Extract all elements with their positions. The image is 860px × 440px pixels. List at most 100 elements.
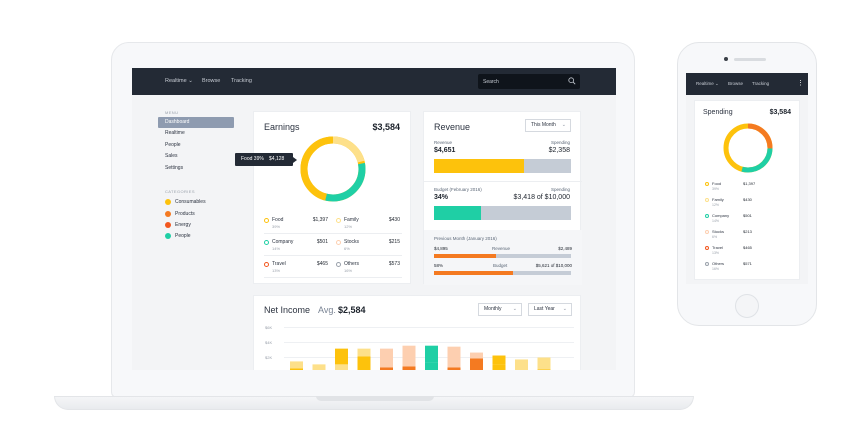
tooltip-label: Food 39% xyxy=(241,156,264,162)
avg-label: Avg. xyxy=(318,305,336,315)
bar-top-7[interactable] xyxy=(447,346,461,368)
bar-top-2[interactable] xyxy=(335,348,348,365)
legend-item[interactable]: Others 16% xyxy=(336,261,360,273)
bar-base-3[interactable] xyxy=(357,356,371,371)
legend-name: Travel xyxy=(712,245,723,250)
legend-name: Travel xyxy=(272,261,286,267)
bar-top-4[interactable] xyxy=(380,348,393,368)
bar-base-6[interactable] xyxy=(425,362,438,370)
legend-item[interactable]: Family 12% xyxy=(336,217,359,229)
chevron-down-icon: ⌄ xyxy=(561,122,566,128)
monthly-select[interactable]: Monthly ⌄ xyxy=(478,303,522,316)
prev-rev-value: $2,489 xyxy=(558,246,572,251)
nav-realtime[interactable]: Realtime ⌄ xyxy=(165,78,193,84)
budget-bar-fill xyxy=(434,206,481,220)
nav-browse[interactable]: Browse xyxy=(202,78,221,84)
legend-name: Family xyxy=(712,197,724,202)
bar-top-9[interactable] xyxy=(492,355,506,365)
bar-base-8[interactable] xyxy=(470,358,483,370)
bar-top-10[interactable] xyxy=(515,359,528,370)
legend-pct: 39% xyxy=(712,187,720,191)
legend-dot-icon xyxy=(264,262,269,267)
legend-dot-icon xyxy=(264,240,269,245)
legend-pct: 6% xyxy=(712,235,718,239)
prev-bud-value: $5,621 of $10,000 xyxy=(535,263,572,268)
bar-top-11[interactable] xyxy=(537,357,551,370)
category-people[interactable]: People xyxy=(165,232,191,240)
legend-item[interactable]: Company 14% xyxy=(264,239,293,251)
pie-icon xyxy=(165,233,171,239)
bar-base-2[interactable] xyxy=(335,364,348,370)
legend-dot-icon xyxy=(705,230,709,234)
grid-line xyxy=(284,327,574,328)
sidebar-item-settings[interactable]: Settings xyxy=(165,165,184,171)
legend-item[interactable]: Food 39% xyxy=(264,217,283,229)
legend-item[interactable]: Travel 13% xyxy=(264,261,286,273)
laptop-notch xyxy=(316,396,434,401)
more-vertical-icon[interactable]: ⋮ xyxy=(797,80,804,87)
phone-nav-tracking[interactable]: Tracking xyxy=(752,81,770,86)
phone-legend-item[interactable]: Others 16% xyxy=(705,261,724,271)
phone-nav-realtime[interactable]: Realtime ⌄ xyxy=(696,81,719,86)
sidebar-item-people[interactable]: People xyxy=(165,142,181,148)
bar-base-7[interactable] xyxy=(447,367,461,370)
pie-icon xyxy=(165,211,171,217)
phone-nav-browse[interactable]: Browse xyxy=(728,81,744,86)
bar-base-4[interactable] xyxy=(380,367,393,370)
legend-amount: $501 xyxy=(743,213,752,218)
spending-total: $3,584 xyxy=(769,109,791,116)
sidebar-item-dashboard[interactable]: Dashboard xyxy=(158,117,234,128)
grid-line xyxy=(284,342,574,343)
divider xyxy=(424,181,582,182)
legend-pct: 13% xyxy=(272,268,281,273)
legend-item[interactable]: Stocks 6% xyxy=(336,239,359,251)
bar-top-8[interactable] xyxy=(470,352,483,359)
nav-tracking[interactable]: Tracking xyxy=(231,78,252,84)
bar-top-0[interactable] xyxy=(290,361,303,369)
bar-base-9[interactable] xyxy=(492,364,506,370)
home-button[interactable] xyxy=(735,294,759,318)
bar-base-11[interactable] xyxy=(537,369,551,370)
bar-top-5[interactable] xyxy=(402,345,416,367)
legend-dot-icon xyxy=(336,262,341,267)
sidebar-item-realtime[interactable]: Realtime xyxy=(165,130,185,136)
phone-legend-item[interactable]: Food 39% xyxy=(705,181,721,191)
net-income-title: Net Income xyxy=(264,305,311,315)
search-input[interactable]: Search xyxy=(478,74,580,89)
budget-right-value: $3,418 of $10,000 xyxy=(513,194,570,201)
legend-pct: 6% xyxy=(344,246,350,251)
legend-name: Others xyxy=(344,261,360,267)
divider xyxy=(264,233,402,234)
y-tick: $2K xyxy=(265,355,273,360)
phone-legend-item[interactable]: Family 12% xyxy=(705,197,724,207)
legend-name: Stocks xyxy=(712,229,725,234)
bar-top-6[interactable] xyxy=(425,345,438,363)
earnings-donut[interactable] xyxy=(298,134,368,204)
top-nav: Realtime ⌄ Browse Tracking Search xyxy=(132,68,616,95)
sidebar-item-sales[interactable]: Sales xyxy=(165,153,178,159)
legend-pct: 13% xyxy=(712,251,720,255)
phone-legend-item[interactable]: Travel 13% xyxy=(705,245,723,255)
category-consumables[interactable]: Consumables xyxy=(165,198,206,206)
category-energy[interactable]: Energy xyxy=(165,221,191,229)
prev-bud-pct: 58% xyxy=(434,263,444,268)
bar-base-1[interactable] xyxy=(312,364,326,370)
year-select[interactable]: Last Year ⌄ xyxy=(528,303,572,316)
y-tick: $4K xyxy=(265,340,273,345)
category-label: Products xyxy=(175,211,195,217)
legend-amount: $1,397 xyxy=(312,217,328,223)
net-income-card: Net Income Avg. $2,584 Monthly ⌄ Last Ye… xyxy=(253,295,581,370)
bar-base-0[interactable] xyxy=(290,368,303,370)
spending-donut[interactable] xyxy=(721,121,775,175)
period-select[interactable]: This Month ⌄ xyxy=(525,119,571,132)
bar-top-3[interactable] xyxy=(357,348,371,357)
bar-base-5[interactable] xyxy=(402,366,416,370)
camera-icon xyxy=(724,57,728,61)
rev-right-value: $2,358 xyxy=(548,147,570,154)
pie-icon xyxy=(165,199,171,205)
phone-legend-item[interactable]: Stocks 6% xyxy=(705,229,725,239)
legend-dot-icon xyxy=(336,240,341,245)
search-icon[interactable] xyxy=(568,77,576,85)
category-products[interactable]: Products xyxy=(165,210,195,218)
phone-legend-item[interactable]: Company 14% xyxy=(705,213,729,223)
